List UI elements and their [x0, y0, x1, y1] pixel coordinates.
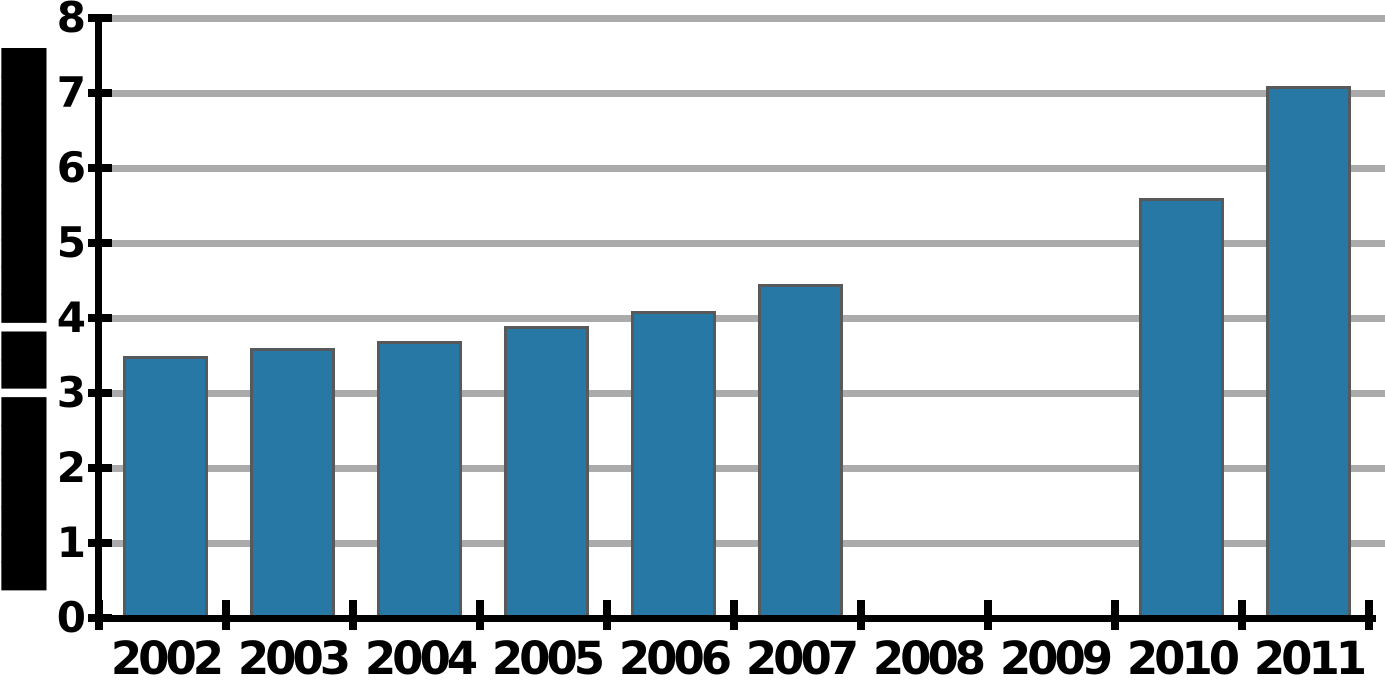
x-tick-1: [222, 600, 230, 630]
y-tick-label-8: 8: [56, 0, 86, 42]
bar-2004: [377, 341, 462, 616]
y-tick-1: [88, 539, 112, 547]
x-tick-label-2004: 2004: [364, 632, 478, 685]
y-tick-label-5: 5: [56, 218, 86, 267]
gridline-y6: [102, 165, 1385, 172]
gridline-y2: [102, 465, 1385, 472]
bar-2007: [758, 284, 843, 615]
x-tick-4: [603, 600, 611, 630]
y-tick-4: [88, 314, 112, 322]
y-tick-6: [88, 164, 112, 172]
x-tick-label-2010: 2010: [1126, 632, 1240, 685]
gridline-y5: [102, 240, 1385, 247]
x-tick-6: [857, 600, 865, 630]
bar-2003: [250, 348, 335, 615]
y-tick-label-6: 6: [56, 143, 86, 192]
x-tick-3: [476, 600, 484, 630]
x-tick-8: [1111, 600, 1119, 630]
x-tick-7: [984, 600, 992, 630]
bar-2006: [631, 311, 716, 616]
gridline-y3: [102, 390, 1385, 397]
x-tick-10: [1365, 600, 1373, 630]
bar-2010: [1139, 198, 1224, 615]
y-tick-label-3: 3: [56, 368, 86, 417]
x-tick-0: [95, 600, 103, 630]
bar-2005: [504, 326, 589, 616]
y-tick-label-0: 0: [56, 593, 86, 642]
x-tick-label-2008: 2008: [872, 632, 986, 685]
y-tick-5: [88, 239, 112, 247]
y-tick-label-7: 7: [56, 68, 86, 117]
x-tick-5: [730, 600, 738, 630]
y-tick-label-2: 2: [56, 443, 86, 492]
x-tick-label-2003: 2003: [237, 632, 351, 685]
x-tick-label-2009: 2009: [999, 632, 1113, 685]
bar-2002: [123, 356, 208, 616]
y-tick-8: [88, 14, 112, 22]
gridline-y1: [102, 540, 1385, 547]
gridline-y7: [102, 90, 1385, 97]
y-tick-7: [88, 89, 112, 97]
bar-2011: [1266, 86, 1351, 616]
x-tick-label-2005: 2005: [491, 632, 605, 685]
x-tick-label-2007: 2007: [745, 632, 859, 685]
x-tick-label-2011: 2011: [1253, 632, 1367, 685]
gridline-y4: [102, 315, 1385, 322]
x-tick-2: [349, 600, 357, 630]
y-tick-label-1: 1: [56, 518, 86, 567]
gridline-y8: [102, 15, 1385, 22]
y-tick-label-4: 4: [56, 293, 86, 342]
x-tick-label-2006: 2006: [618, 632, 732, 685]
y-tick-3: [88, 389, 112, 397]
x-tick-9: [1238, 600, 1246, 630]
y-tick-2: [88, 464, 112, 472]
x-tick-label-2002: 2002: [110, 632, 224, 685]
